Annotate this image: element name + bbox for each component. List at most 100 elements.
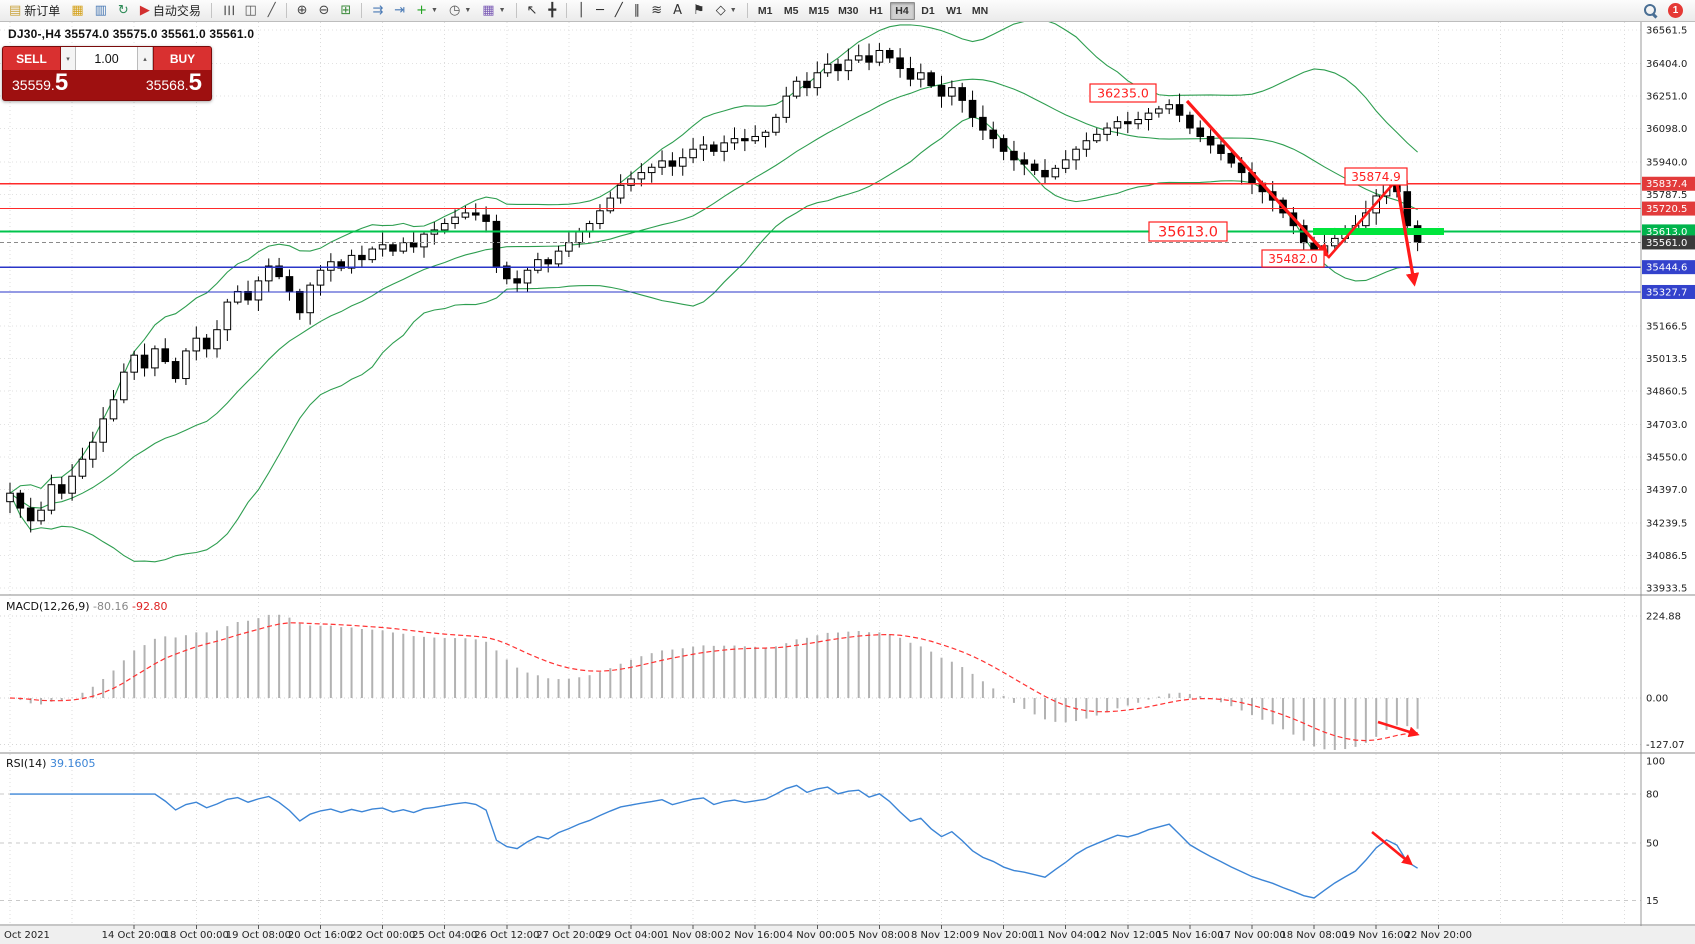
svg-text:224.88: 224.88 (1646, 611, 1681, 622)
text-button[interactable]: A (668, 1, 687, 21)
price-axis[interactable]: 36561.5 36404.0 36251.0 36098.0 35940.0 35787… (0, 22, 1695, 944)
chart-grid (0, 22, 1641, 925)
data-window-icon: ▥ (94, 3, 107, 18)
volume-field (76, 47, 138, 70)
svg-text:19 Oct 08:00: 19 Oct 08:00 (226, 930, 291, 941)
svg-text:22 Nov 20:00: 22 Nov 20:00 (1405, 930, 1472, 941)
shapes-button[interactable]: ◇ ▼ (711, 1, 742, 21)
tile-windows-icon: ⊞ (340, 3, 352, 18)
macd-label: MACD(12,26,9) -80.16 -92.80 (6, 600, 167, 613)
timeframe-m30-button[interactable]: M30 (838, 4, 859, 17)
volume-decrease-button[interactable]: ▾ (61, 47, 76, 70)
timeframe-h4-button[interactable]: H4 (889, 1, 915, 20)
buy-button[interactable]: BUY (153, 47, 211, 70)
sell-button[interactable]: SELL (3, 47, 61, 70)
svg-text:35720.5: 35720.5 (1646, 204, 1687, 215)
svg-text:34860.5: 34860.5 (1646, 387, 1687, 398)
svg-text:34239.5: 34239.5 (1646, 519, 1687, 530)
chart-shift-button[interactable]: ⇥ (389, 1, 410, 21)
templates-button[interactable]: ▦ ▼ (477, 1, 510, 21)
new-order-button[interactable]: ▤ 新订单 (4, 1, 65, 21)
svg-text:22 Oct 00:00: 22 Oct 00:00 (350, 930, 415, 941)
template-icon: ▦ (482, 3, 495, 18)
crosshair-button[interactable]: ╋ (543, 1, 561, 21)
auto-trading-icon: ▶ (139, 3, 150, 18)
chart-symbol-info: DJ30-,H4 35574.0 35575.0 35561.0 35561.0 (8, 27, 255, 41)
trendline-icon: ╱ (614, 3, 623, 18)
price-tag-35837.4 (1642, 176, 1695, 191)
svg-text:35874.9: 35874.9 (1351, 170, 1401, 184)
svg-text:100: 100 (1646, 757, 1665, 768)
indicators-button[interactable]: + ▼ (411, 1, 443, 21)
timeframe-w1-button[interactable]: W1 (946, 4, 962, 17)
periods-button[interactable]: ◷ ▼ (444, 1, 476, 21)
label-button[interactable]: ⚑ (688, 1, 710, 21)
main-chart-plot[interactable] (6, 22, 1422, 563)
trend-line-rebound (1327, 183, 1394, 259)
price-tag-35720.5 (1642, 201, 1695, 216)
timeframe-d1-button[interactable]: D1 (921, 4, 935, 17)
timeframe-m1-button[interactable]: M1 (757, 4, 773, 17)
add-indicator-icon: + (416, 3, 428, 18)
fibonacci-button[interactable]: ≋ (646, 1, 667, 21)
volume-input[interactable] (77, 51, 136, 66)
notification-badge[interactable]: 1 (1668, 3, 1683, 18)
svg-text:34397.0: 34397.0 (1646, 485, 1687, 496)
svg-text:36251.0: 36251.0 (1646, 91, 1687, 102)
cursor-button[interactable]: ↖ (522, 1, 543, 21)
svg-text:-127.07: -127.07 (1646, 740, 1685, 751)
support-zone-bar (1313, 228, 1444, 235)
search-icon[interactable] (1643, 3, 1658, 18)
svg-text:36404.0: 36404.0 (1646, 59, 1687, 70)
tile-windows-button[interactable]: ⊞ (335, 1, 356, 21)
one-click-trading-panel: SELL ▾ ▴ BUY 35559.5 35568.5 (2, 46, 212, 101)
data-window-button[interactable]: ▥ (90, 1, 112, 21)
channel-button[interactable]: ∥ (629, 1, 646, 21)
svg-text:35013.5: 35013.5 (1646, 354, 1687, 365)
svg-text:35787.5: 35787.5 (1646, 190, 1687, 201)
timeframe-mn-button[interactable]: MN (971, 4, 989, 17)
candlestick-chart-button[interactable]: ◫ (239, 1, 261, 21)
auto-trading-button[interactable]: ▶ 自动交易 (135, 1, 206, 21)
price-tag-35613.0 (1642, 224, 1695, 239)
svg-text:34086.5: 34086.5 (1646, 551, 1687, 562)
charts-profile-button[interactable]: ▦ (66, 1, 88, 21)
svg-text:0.00: 0.00 (1646, 694, 1668, 705)
new-order-button-label: 新订单 (24, 4, 61, 18)
svg-text:35327.7: 35327.7 (1646, 287, 1687, 298)
indicator-panels[interactable]: MACD(12,26,9) -80.16 -92.80 RSI(14) 39.16… (0, 600, 1641, 901)
svg-text:12 Nov 12:00: 12 Nov 12:00 (1094, 930, 1161, 941)
refresh-button[interactable]: ↻ (113, 1, 134, 21)
svg-text:35482.0: 35482.0 (1268, 252, 1318, 266)
chart-canvas[interactable]: MACD(12,26,9) -80.16 -92.80 RSI(14) 39.16… (0, 22, 1695, 944)
svg-text:35613.0: 35613.0 (1646, 227, 1687, 238)
timeframe-h1-button[interactable]: H1 (869, 4, 883, 17)
vertical-line-button[interactable]: │ (572, 1, 590, 21)
svg-text:33933.5: 33933.5 (1646, 584, 1687, 595)
svg-text:35561.0: 35561.0 (1646, 238, 1687, 249)
vertical-line-icon: │ (577, 3, 586, 18)
zoom-in-button[interactable]: ⊕ (292, 1, 313, 21)
new-order-icon: ▤ (9, 3, 22, 18)
svg-text:35940.0: 35940.0 (1646, 157, 1687, 168)
trendline-button[interactable]: ╱ (610, 1, 628, 21)
svg-text:35166.5: 35166.5 (1646, 322, 1687, 333)
dropdown-arrow-icon: ▼ (729, 7, 737, 14)
dropdown-arrow-icon: ▼ (498, 7, 506, 14)
auto-scroll-button[interactable]: ⇉ (367, 1, 388, 21)
time-axis-month-label: Oct 2021 (4, 930, 50, 941)
trade-panel-prices: 35559.5 35568.5 (3, 70, 211, 100)
timeframe-m5-button[interactable]: M5 (783, 4, 799, 17)
bar-chart-button[interactable]: ☰ (217, 1, 239, 21)
zoom-out-button[interactable]: ⊖ (314, 1, 335, 21)
main-toolbar: ▤ 新订单 ▦ ▥ ↻ ▶ 自动交易 ☰ ◫ ╱ ⊕ ⊖ ⊞ ⇉ ⇥ + ▼ ◷ ▼ ▦ ▼ ↖ ╋ │ ─ ╱ ∥ ≋ A ⚑ ◇ ▼ M1 M… (0, 0, 1695, 22)
toolbar-right: 1 (1643, 3, 1691, 18)
timeframe-m15-button[interactable]: M15 (808, 4, 830, 17)
price-tag-35561.0 (1642, 235, 1695, 250)
svg-text:9 Nov 20:00: 9 Nov 20:00 (973, 930, 1034, 941)
shapes-icon: ◇ (715, 3, 726, 18)
volume-increase-button[interactable]: ▴ (138, 47, 153, 70)
horizontal-line-button[interactable]: ─ (591, 1, 609, 21)
line-chart-button[interactable]: ╱ (263, 1, 281, 21)
